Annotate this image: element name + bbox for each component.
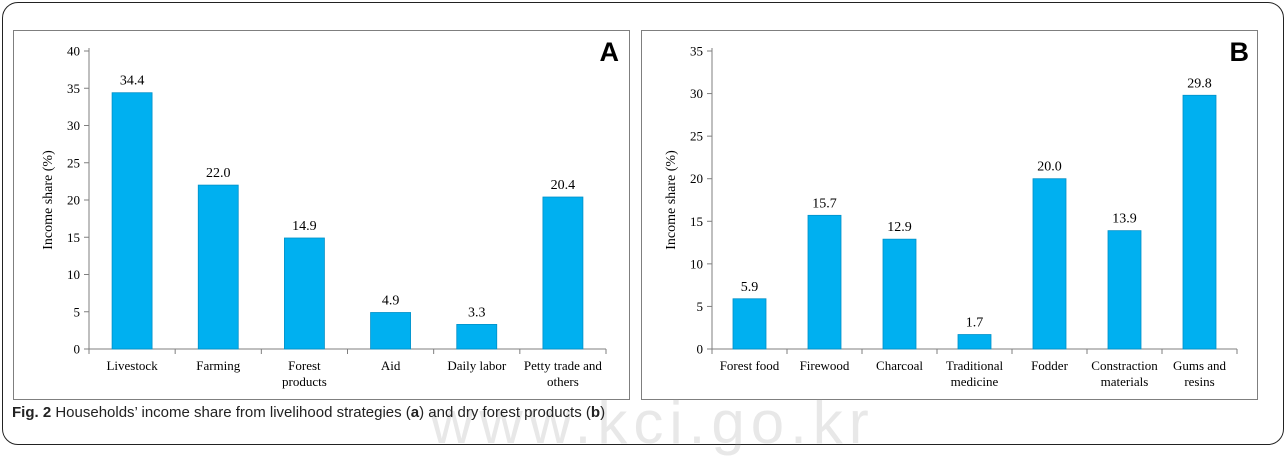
data-label: 1.7 [966,316,984,331]
y-tick-label: 15 [690,214,703,229]
x-tick-label: Forest [288,358,321,373]
x-tick-label: Gums and [1173,358,1227,373]
data-label: 12.9 [887,220,912,235]
y-tick-label: 25 [690,129,703,144]
data-label: 20.4 [551,178,576,193]
bar-b-3 [957,334,992,350]
x-tick-label: Firewood [800,358,850,373]
bar-b-2 [882,238,917,350]
chart-panel-b: 0 5 10 15 20 25 30 35 5.9 Forest food 15.7 Firewood… [641,30,1258,400]
data-label: 4.9 [382,293,400,308]
y-tick-label: 30 [67,118,80,133]
bar-a-3 [370,312,411,350]
y-tick-label: 25 [67,155,80,170]
panel-label-b: B [1229,37,1250,67]
bar-a-1 [197,184,239,350]
y-tick-label: 0 [74,342,81,357]
bar-b-0 [732,298,767,350]
caption-mark-a: a [410,404,420,421]
x-tick-label: Forest food [720,358,780,373]
y-tick-label: 10 [690,256,703,271]
bar-b-4 [1032,178,1067,350]
caption-text-3: ) [600,404,606,421]
data-label: 3.3 [468,305,486,320]
x-tick-label: others [547,374,579,389]
y-axis-title: Income share (%) [41,150,56,250]
y-tick-label: 35 [690,44,703,59]
x-tick-label: Farming [196,358,241,373]
bar-a-0 [111,92,153,350]
data-label: 20.0 [1037,160,1062,175]
x-tick-label: Constraction [1091,358,1158,373]
x-tick-label: Fodder [1031,358,1069,373]
x-tick-label: medicine [951,374,999,389]
figure-frame: 0 5 10 15 20 25 30 35 40 34.4 Livestock 22.0 Farming… [2,2,1284,445]
y-tick-label: 30 [690,86,703,101]
data-label: 34.4 [120,74,145,89]
bar-b-1 [807,214,842,350]
bar-a-4 [456,324,498,350]
data-label: 13.9 [1112,212,1137,227]
y-axis-title: Income share (%) [664,150,679,250]
caption-text-1: Households’ income share from livelihood… [51,404,411,421]
x-tick-label: Aid [381,358,401,373]
y-tick-label: 10 [67,267,80,282]
data-label: 29.8 [1187,76,1212,91]
x-tick-label: resins [1184,374,1214,389]
data-label: 15.7 [812,196,837,211]
y-tick-label: 15 [67,230,80,245]
data-label: 14.9 [292,219,317,234]
chart-panel-a: 0 5 10 15 20 25 30 35 40 34.4 Livestock 22.0 Farming… [13,30,630,400]
caption-mark-b: b [590,404,601,421]
y-tick-label: 35 [67,81,80,96]
x-tick-label: products [282,374,327,389]
bar-b-5 [1107,230,1142,350]
y-tick-label: 5 [74,304,81,319]
y-tick-label: 40 [67,44,80,59]
bar-a-2 [284,237,325,350]
x-tick-label: Livestock [106,358,158,373]
x-tick-label: Charcoal [876,358,923,373]
y-tick-label: 20 [690,171,703,186]
bar-chart-b: 0 5 10 15 20 25 30 35 5.9 Forest food 15.7 Firewood… [664,44,1238,389]
bar-chart-a: 0 5 10 15 20 25 30 35 40 34.4 Livestock 22.0 Farming… [41,44,607,389]
y-tick-label: 0 [697,342,704,357]
bar-a-5 [542,196,584,350]
y-tick-label: 20 [67,193,80,208]
data-label: 22.0 [206,166,231,181]
y-tick-label: 5 [697,299,704,314]
data-label: 5.9 [741,280,759,295]
caption-fig-label: Fig. 2 [12,404,52,421]
caption-text-2: ) and dry forest products ( [419,404,591,421]
panel-label-a: A [599,37,620,67]
x-tick-label: Daily labor [447,358,507,373]
x-tick-label: Traditional [946,358,1004,373]
figure-caption: Fig. 2 Households’ income share from liv… [12,404,605,421]
x-tick-label: Petty trade and [524,358,602,373]
bar-b-6 [1182,94,1217,350]
x-tick-label: materials [1101,374,1149,389]
